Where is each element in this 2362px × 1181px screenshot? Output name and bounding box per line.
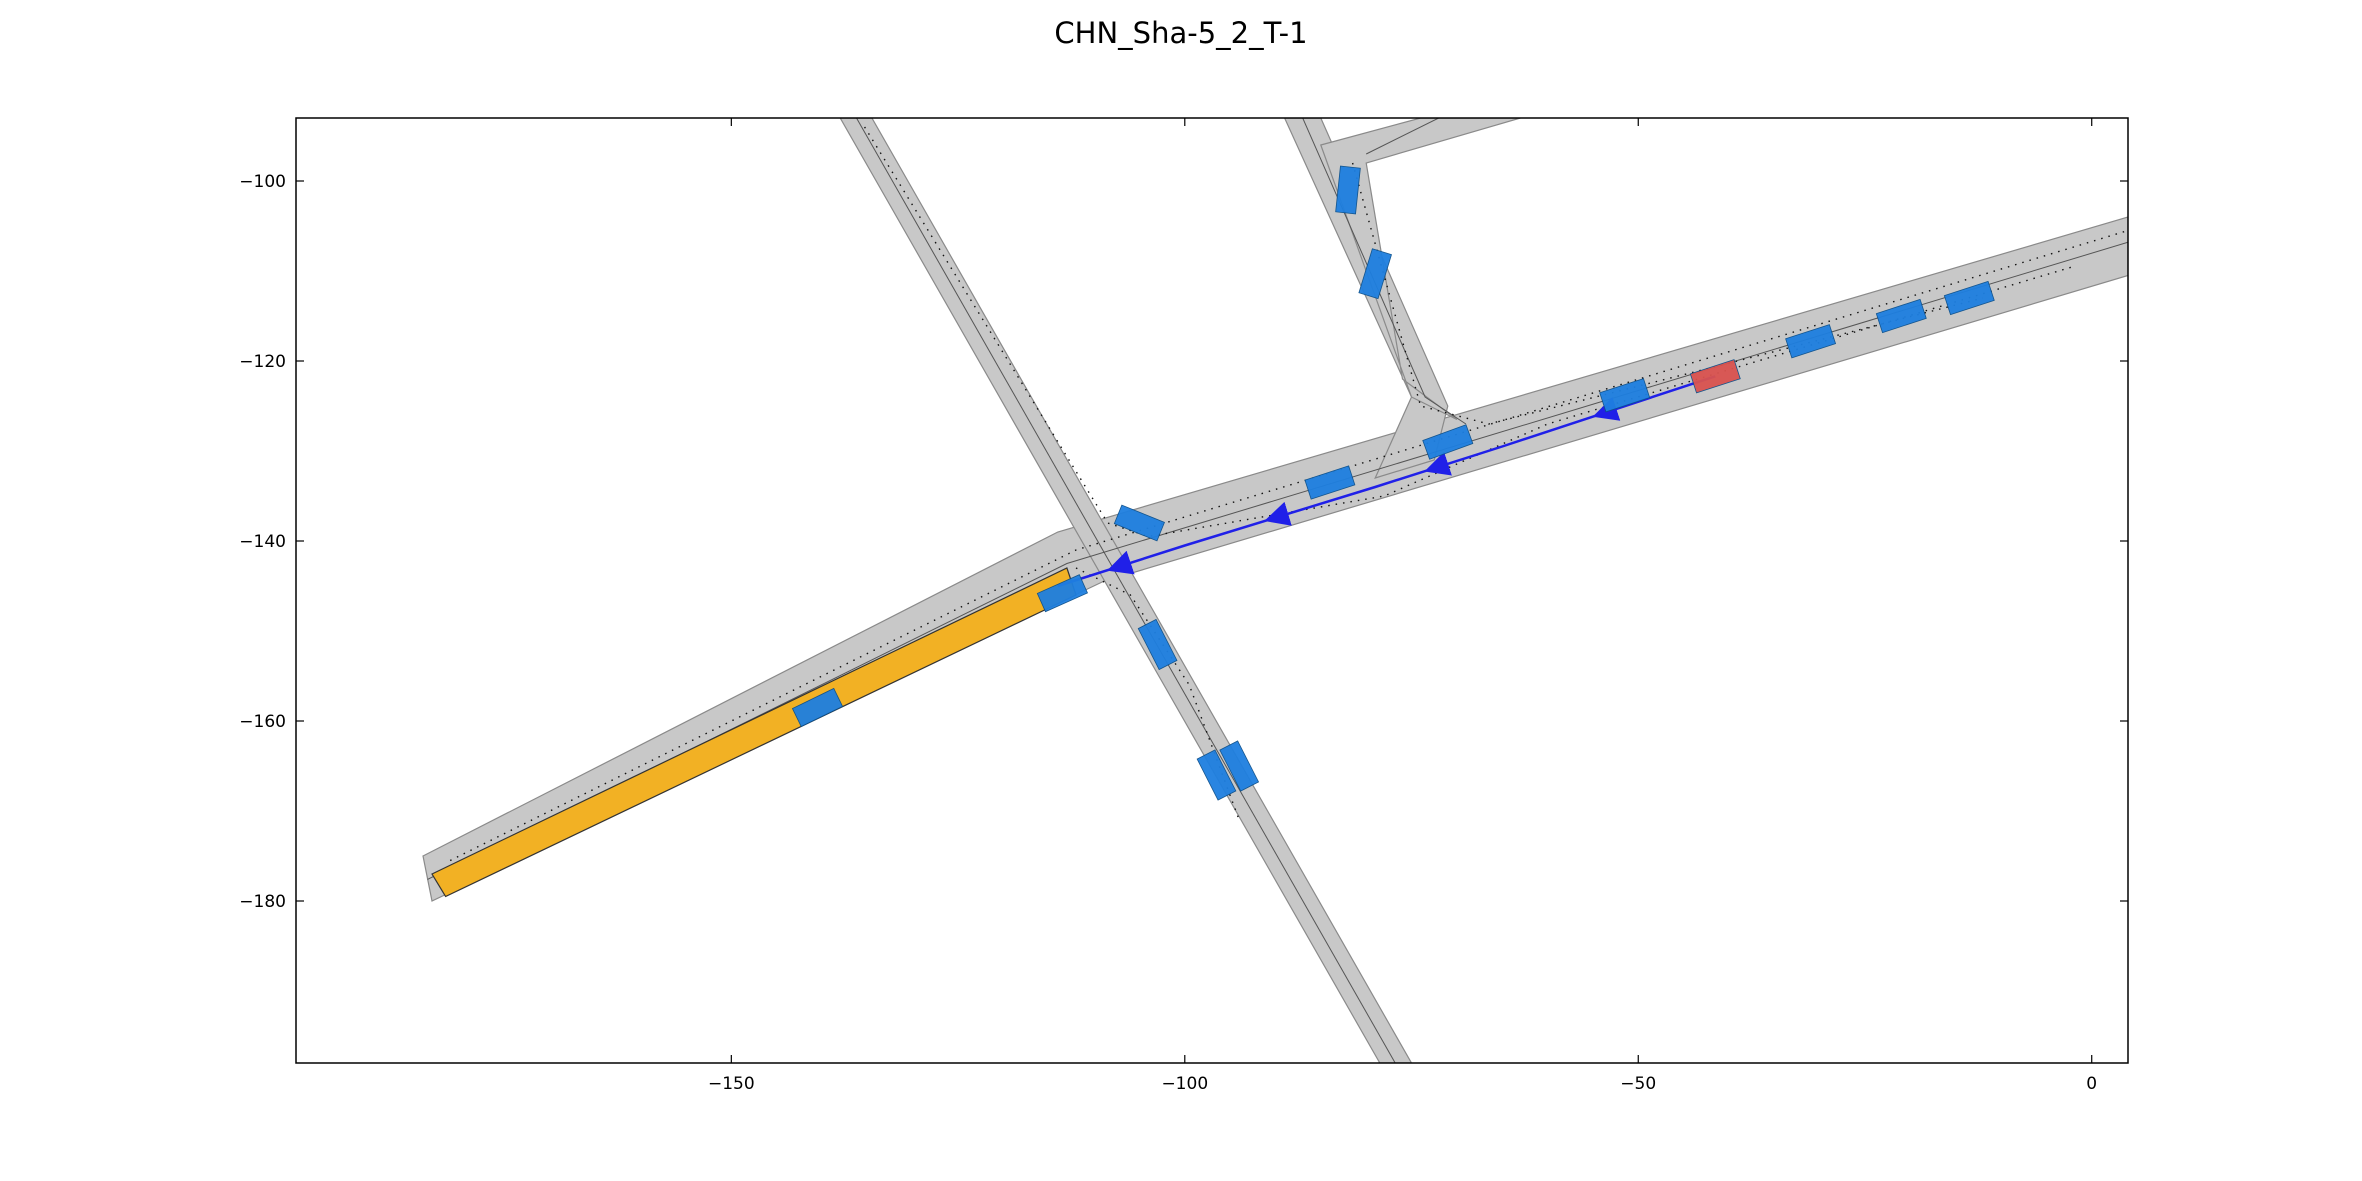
- y-tick-label: −160: [239, 712, 286, 732]
- obstacle-vehicle-body: [1358, 248, 1392, 300]
- y-tick-label: −100: [239, 172, 286, 192]
- obstacle-vehicle: [1599, 378, 1651, 413]
- planned-path-line: [1057, 375, 1716, 588]
- obstacle-vehicle: [1036, 574, 1089, 613]
- obstacle-vehicle-body: [1137, 618, 1178, 671]
- obstacle-vehicle: [1219, 740, 1260, 792]
- obstacle-vehicle: [1785, 324, 1837, 359]
- y-tick-label: −180: [239, 892, 286, 912]
- obstacle-vehicle-body: [1335, 165, 1361, 215]
- obstacle-vehicle-body: [1196, 749, 1237, 801]
- reference-path: [449, 229, 2128, 862]
- ego-vehicle: [1689, 359, 1741, 394]
- obstacle-vehicle-body: [1943, 280, 1995, 316]
- obstacle-vehicle-body: [1036, 574, 1089, 613]
- obstacle-vehicle-body: [1304, 465, 1356, 500]
- goal-region: [431, 567, 1077, 898]
- reference-path: [1351, 162, 1984, 425]
- obstacle-vehicle: [1422, 424, 1474, 460]
- lane-line: [1365, 118, 1439, 155]
- path-direction-arrow: [1592, 397, 1621, 421]
- path-direction-arrow: [1106, 550, 1135, 575]
- axes: −150 −100 −50 0 −100 −120 −140 −160 −180: [239, 118, 2128, 1094]
- obstacle-vehicle-body: [1113, 504, 1165, 542]
- obstacle-vehicle-body: [791, 687, 844, 728]
- x-tick-label: 0: [2086, 1074, 2097, 1094]
- lane-line: [856, 118, 1396, 1063]
- obstacle-vehicle: [1137, 618, 1178, 671]
- obstacle-vehicle-body: [1785, 324, 1837, 359]
- y-tick-label: −120: [239, 352, 286, 372]
- x-tick-label: −100: [1161, 1074, 1208, 1094]
- x-tick-label: −150: [708, 1074, 755, 1094]
- obstacle-vehicle-body: [1599, 378, 1651, 413]
- axes-frame: [295, 117, 2129, 1064]
- obstacle-vehicle: [791, 687, 844, 728]
- ego-vehicle-body: [1689, 359, 1741, 394]
- obstacle-vehicle: [1875, 298, 1927, 334]
- obstacle-vehicle-body: [1219, 740, 1260, 792]
- figure-title: CHN_Sha-5_2_T-1: [1054, 16, 1308, 50]
- path-direction-arrow: [1264, 501, 1292, 526]
- goal-region-polygon: [431, 567, 1077, 898]
- obstacle-vehicle: [1304, 465, 1356, 500]
- obstacle-vehicle: [1196, 749, 1237, 801]
- obstacle-vehicle: [1113, 504, 1165, 542]
- obstacle-vehicle: [1943, 280, 1995, 316]
- obstacle-vehicle-body: [1422, 424, 1474, 460]
- path-direction-arrow: [1424, 451, 1453, 476]
- y-tick-label: −140: [239, 532, 286, 552]
- planned-path: [1057, 375, 1716, 588]
- obstacle-vehicle: [1358, 248, 1392, 300]
- vehicles: [791, 165, 1995, 801]
- x-tick-label: −50: [1620, 1074, 1656, 1094]
- obstacle-vehicle-body: [1875, 298, 1927, 334]
- road-network: [422, 118, 2128, 1063]
- obstacle-vehicle: [1335, 165, 1361, 215]
